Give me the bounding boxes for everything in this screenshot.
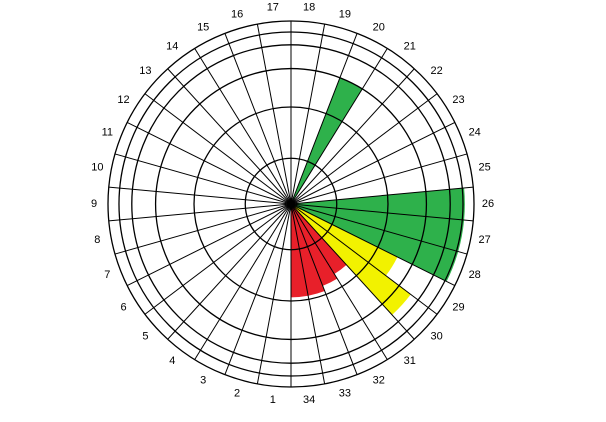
category-label: 32	[373, 374, 385, 386]
category-label: 26	[482, 198, 494, 210]
category-label: 24	[469, 127, 481, 139]
category-label: 29	[452, 302, 464, 314]
spoke	[290, 203, 415, 340]
bar	[291, 204, 411, 315]
spoke	[290, 203, 358, 375]
category-label: 18	[303, 2, 315, 14]
spoke	[167, 68, 292, 205]
category-label: 4	[169, 355, 175, 367]
category-label: 20	[373, 22, 385, 34]
spoke	[290, 121, 456, 205]
spoke	[290, 203, 468, 255]
category-label: 10	[91, 162, 103, 174]
category-label: 13	[139, 65, 151, 77]
bar	[291, 204, 398, 276]
category-label: 6	[120, 302, 126, 314]
category-label: 34	[303, 394, 315, 406]
category-label: 19	[339, 8, 351, 20]
category-label: 25	[479, 162, 491, 174]
category-label: 30	[430, 331, 442, 343]
category-label: 33	[339, 387, 351, 399]
category-label: 12	[117, 94, 129, 106]
category-label: 28	[469, 269, 481, 281]
spoke	[290, 203, 438, 315]
bar	[291, 77, 363, 204]
spoke	[194, 48, 292, 205]
spoke	[290, 186, 474, 205]
spoke	[290, 24, 326, 205]
category-label: 21	[404, 41, 416, 53]
bar	[291, 204, 338, 286]
bar	[291, 187, 465, 221]
spoke	[167, 203, 292, 340]
spoke	[114, 153, 292, 205]
spoke	[290, 68, 415, 205]
spoke	[108, 186, 292, 205]
spoke	[126, 121, 292, 205]
category-label: 1	[270, 394, 276, 406]
category-label: 17	[267, 2, 279, 14]
spoke	[290, 93, 438, 205]
spoke	[224, 33, 292, 205]
category-label: 9	[91, 198, 97, 210]
category-label: 22	[430, 65, 442, 77]
spoke	[256, 203, 292, 384]
spoke	[144, 93, 292, 205]
category-label: 23	[452, 94, 464, 106]
spoke	[290, 153, 468, 205]
category-label: 31	[404, 355, 416, 367]
category-label: 11	[102, 127, 113, 139]
spoke	[108, 203, 292, 222]
category-label: 15	[197, 22, 209, 34]
category-label: 8	[94, 234, 100, 246]
category-label: 16	[231, 8, 243, 20]
spoke	[114, 203, 292, 255]
spoke	[290, 203, 474, 222]
spoke	[224, 203, 292, 375]
spoke	[290, 203, 388, 360]
spoke	[194, 203, 292, 360]
category-label: 3	[200, 374, 206, 386]
spoke	[290, 33, 358, 205]
spoke	[290, 48, 388, 205]
spoke	[290, 203, 456, 287]
category-label: 2	[234, 387, 240, 399]
spoke	[290, 203, 326, 384]
category-label: 14	[166, 41, 178, 53]
spoke	[256, 24, 292, 205]
category-label: 27	[479, 234, 491, 246]
category-label: 7	[104, 269, 110, 281]
category-label: 5	[142, 331, 148, 343]
bar	[291, 204, 347, 275]
spoke	[144, 203, 292, 315]
spoke	[126, 203, 292, 287]
